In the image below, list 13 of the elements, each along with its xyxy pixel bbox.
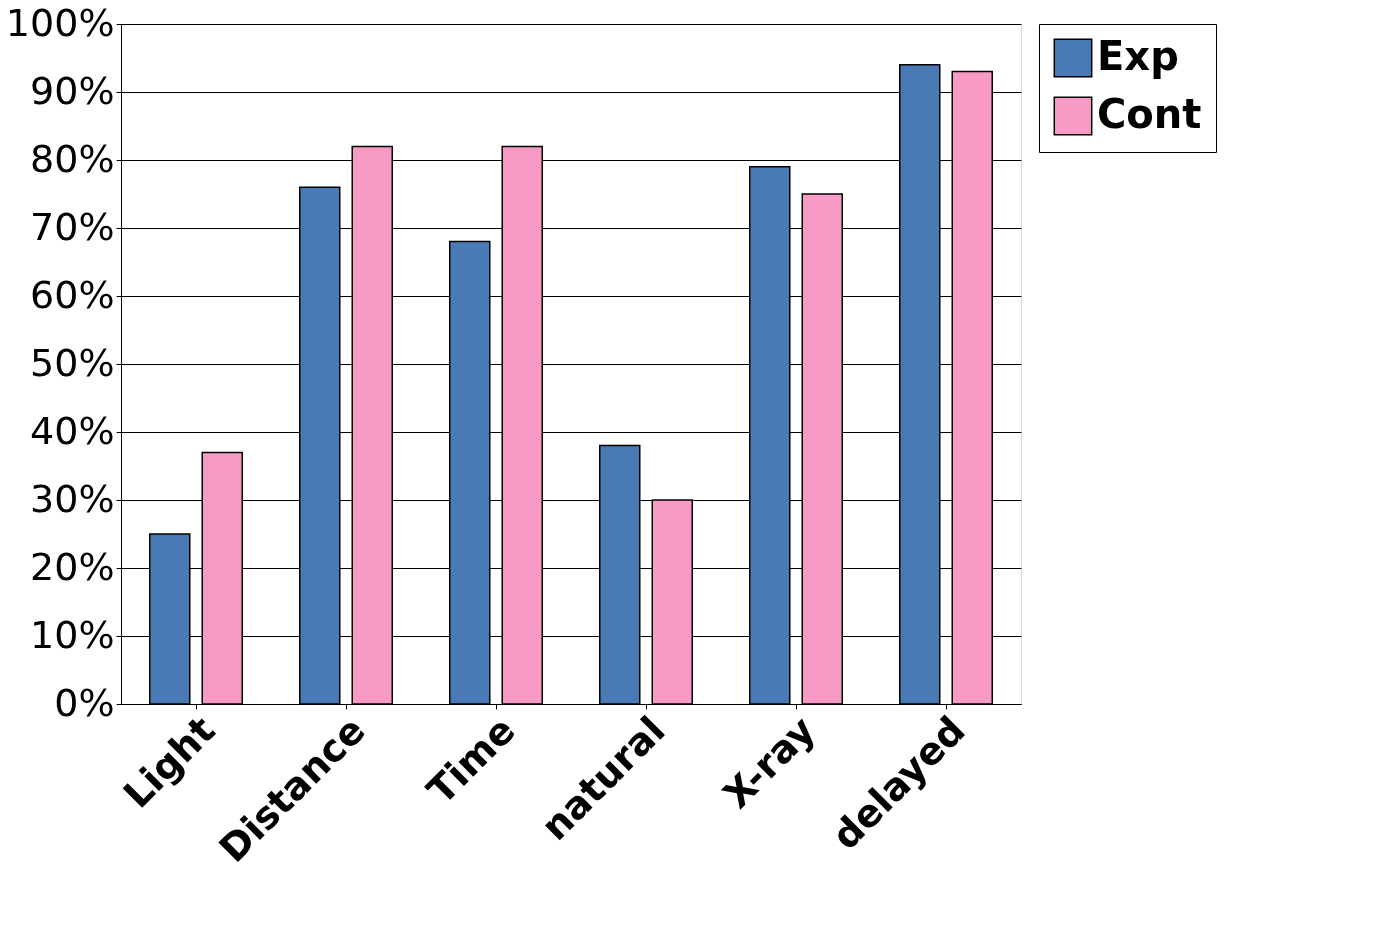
y-tick-label: 20% xyxy=(30,544,115,589)
legend-label: Exp xyxy=(1097,33,1179,79)
y-tick-label: 0% xyxy=(54,680,115,725)
y-tick-label: 50% xyxy=(30,340,115,385)
y-tick-label: 90% xyxy=(30,68,115,113)
y-tick-label: 60% xyxy=(30,272,115,317)
y-tick-label: 40% xyxy=(30,408,115,453)
y-tick-label: 80% xyxy=(30,136,115,181)
y-tick-label: 100% xyxy=(5,0,115,45)
y-tick-label: 70% xyxy=(30,204,115,249)
y-tick-label: 10% xyxy=(30,612,115,657)
y-tick-label: 30% xyxy=(30,476,115,521)
legend-label: Cont xyxy=(1097,91,1202,137)
